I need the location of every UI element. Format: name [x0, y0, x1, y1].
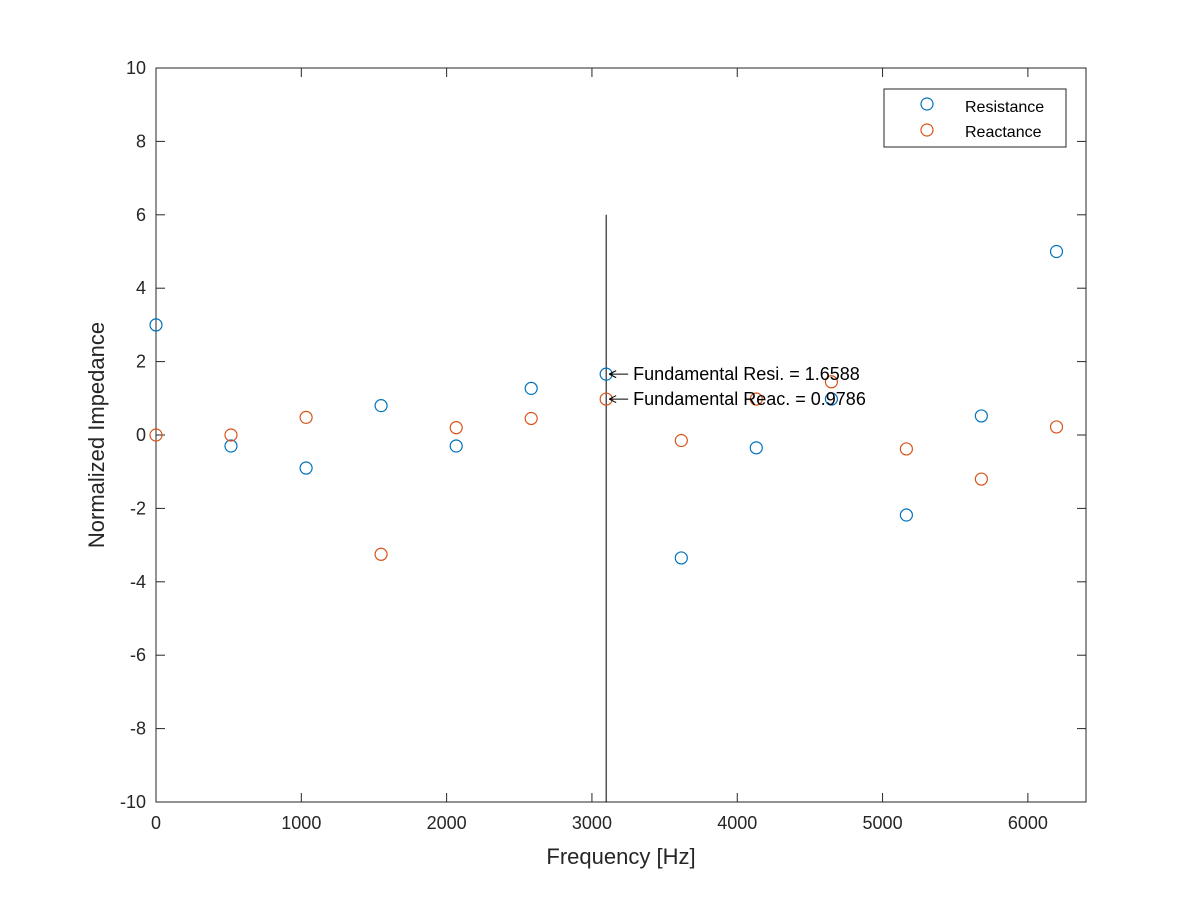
reactance-point — [224, 428, 238, 442]
resistance-point — [674, 551, 688, 565]
reactance-point — [524, 411, 538, 426]
reactance-point — [1049, 420, 1064, 434]
reactance-point — [674, 433, 688, 448]
x-tick-label: 2000 — [427, 813, 467, 833]
x-tick-label: 5000 — [863, 813, 903, 833]
resistance-point — [149, 318, 163, 332]
reactance-point — [149, 428, 163, 442]
resistance-point — [449, 439, 463, 453]
x-tick-label: 0 — [151, 813, 161, 833]
resistance-point — [974, 409, 988, 423]
resistance-point — [524, 381, 538, 395]
resistance-point — [374, 399, 388, 413]
reactance-point — [299, 410, 313, 424]
legend: Resistance Reactance — [883, 88, 1067, 148]
annotation-label: Fundamental Reac. = 0.9786 — [633, 389, 866, 409]
reactance-point — [449, 421, 463, 435]
legend-label-reactance: Reactance — [965, 124, 1042, 141]
data-points — [149, 244, 1064, 565]
y-tick-label: 6 — [136, 205, 146, 225]
y-tick-label: 4 — [136, 278, 146, 298]
legend-marker-reactance — [920, 123, 934, 137]
axis-ticks: 0 1000 2000 3000 4000 5000 6000 -10 -8 -6 -4 -2 0 2 4 6… — [120, 58, 1086, 833]
y-tick-label: -6 — [130, 645, 146, 665]
legend-marker-resistance — [920, 97, 934, 111]
y-axis-label: Normalized Impedance — [84, 322, 109, 548]
reactance-point — [749, 392, 763, 406]
legend-label-resistance: Resistance — [965, 99, 1044, 116]
annotation-arrow-head — [608, 370, 617, 379]
x-tick-label: 3000 — [572, 813, 612, 833]
reactance-point — [374, 547, 388, 561]
resistance-point — [749, 441, 763, 455]
resistance-point — [1049, 244, 1064, 259]
y-tick-label: 2 — [136, 352, 146, 372]
y-tick-label: 8 — [136, 131, 146, 151]
annotations: Fundamental Resi. = 1.6588 Fundamental Re… — [608, 364, 866, 409]
y-tick-label: 10 — [126, 58, 146, 78]
x-axis-label: Frequency [Hz] — [546, 844, 695, 869]
annotation-1: Fundamental Resi. = 1.6588 — [608, 364, 860, 384]
x-tick-label: 1000 — [281, 813, 321, 833]
resistance-point — [299, 461, 313, 475]
resistance-point — [224, 439, 238, 453]
annotation-2: Fundamental Reac. = 0.9786 — [608, 389, 866, 409]
y-tick-label: -8 — [130, 719, 146, 739]
resistance-point — [824, 392, 839, 406]
reactance-point — [974, 472, 988, 486]
plot-area — [155, 67, 1087, 803]
y-tick-label: 0 — [136, 425, 146, 445]
y-tick-label: -10 — [120, 792, 146, 812]
reactance-point — [824, 375, 839, 389]
resistance-point — [899, 508, 913, 522]
y-tick-label: -4 — [130, 572, 146, 592]
legend-box — [883, 88, 1067, 148]
annotation-label: Fundamental Resi. = 1.6588 — [633, 364, 860, 384]
reactance-point — [899, 442, 913, 456]
annotation-arrow-head — [608, 395, 617, 404]
x-tick-label: 6000 — [1008, 813, 1048, 833]
x-tick-label: 4000 — [717, 813, 757, 833]
y-tick-label: -2 — [130, 498, 146, 518]
